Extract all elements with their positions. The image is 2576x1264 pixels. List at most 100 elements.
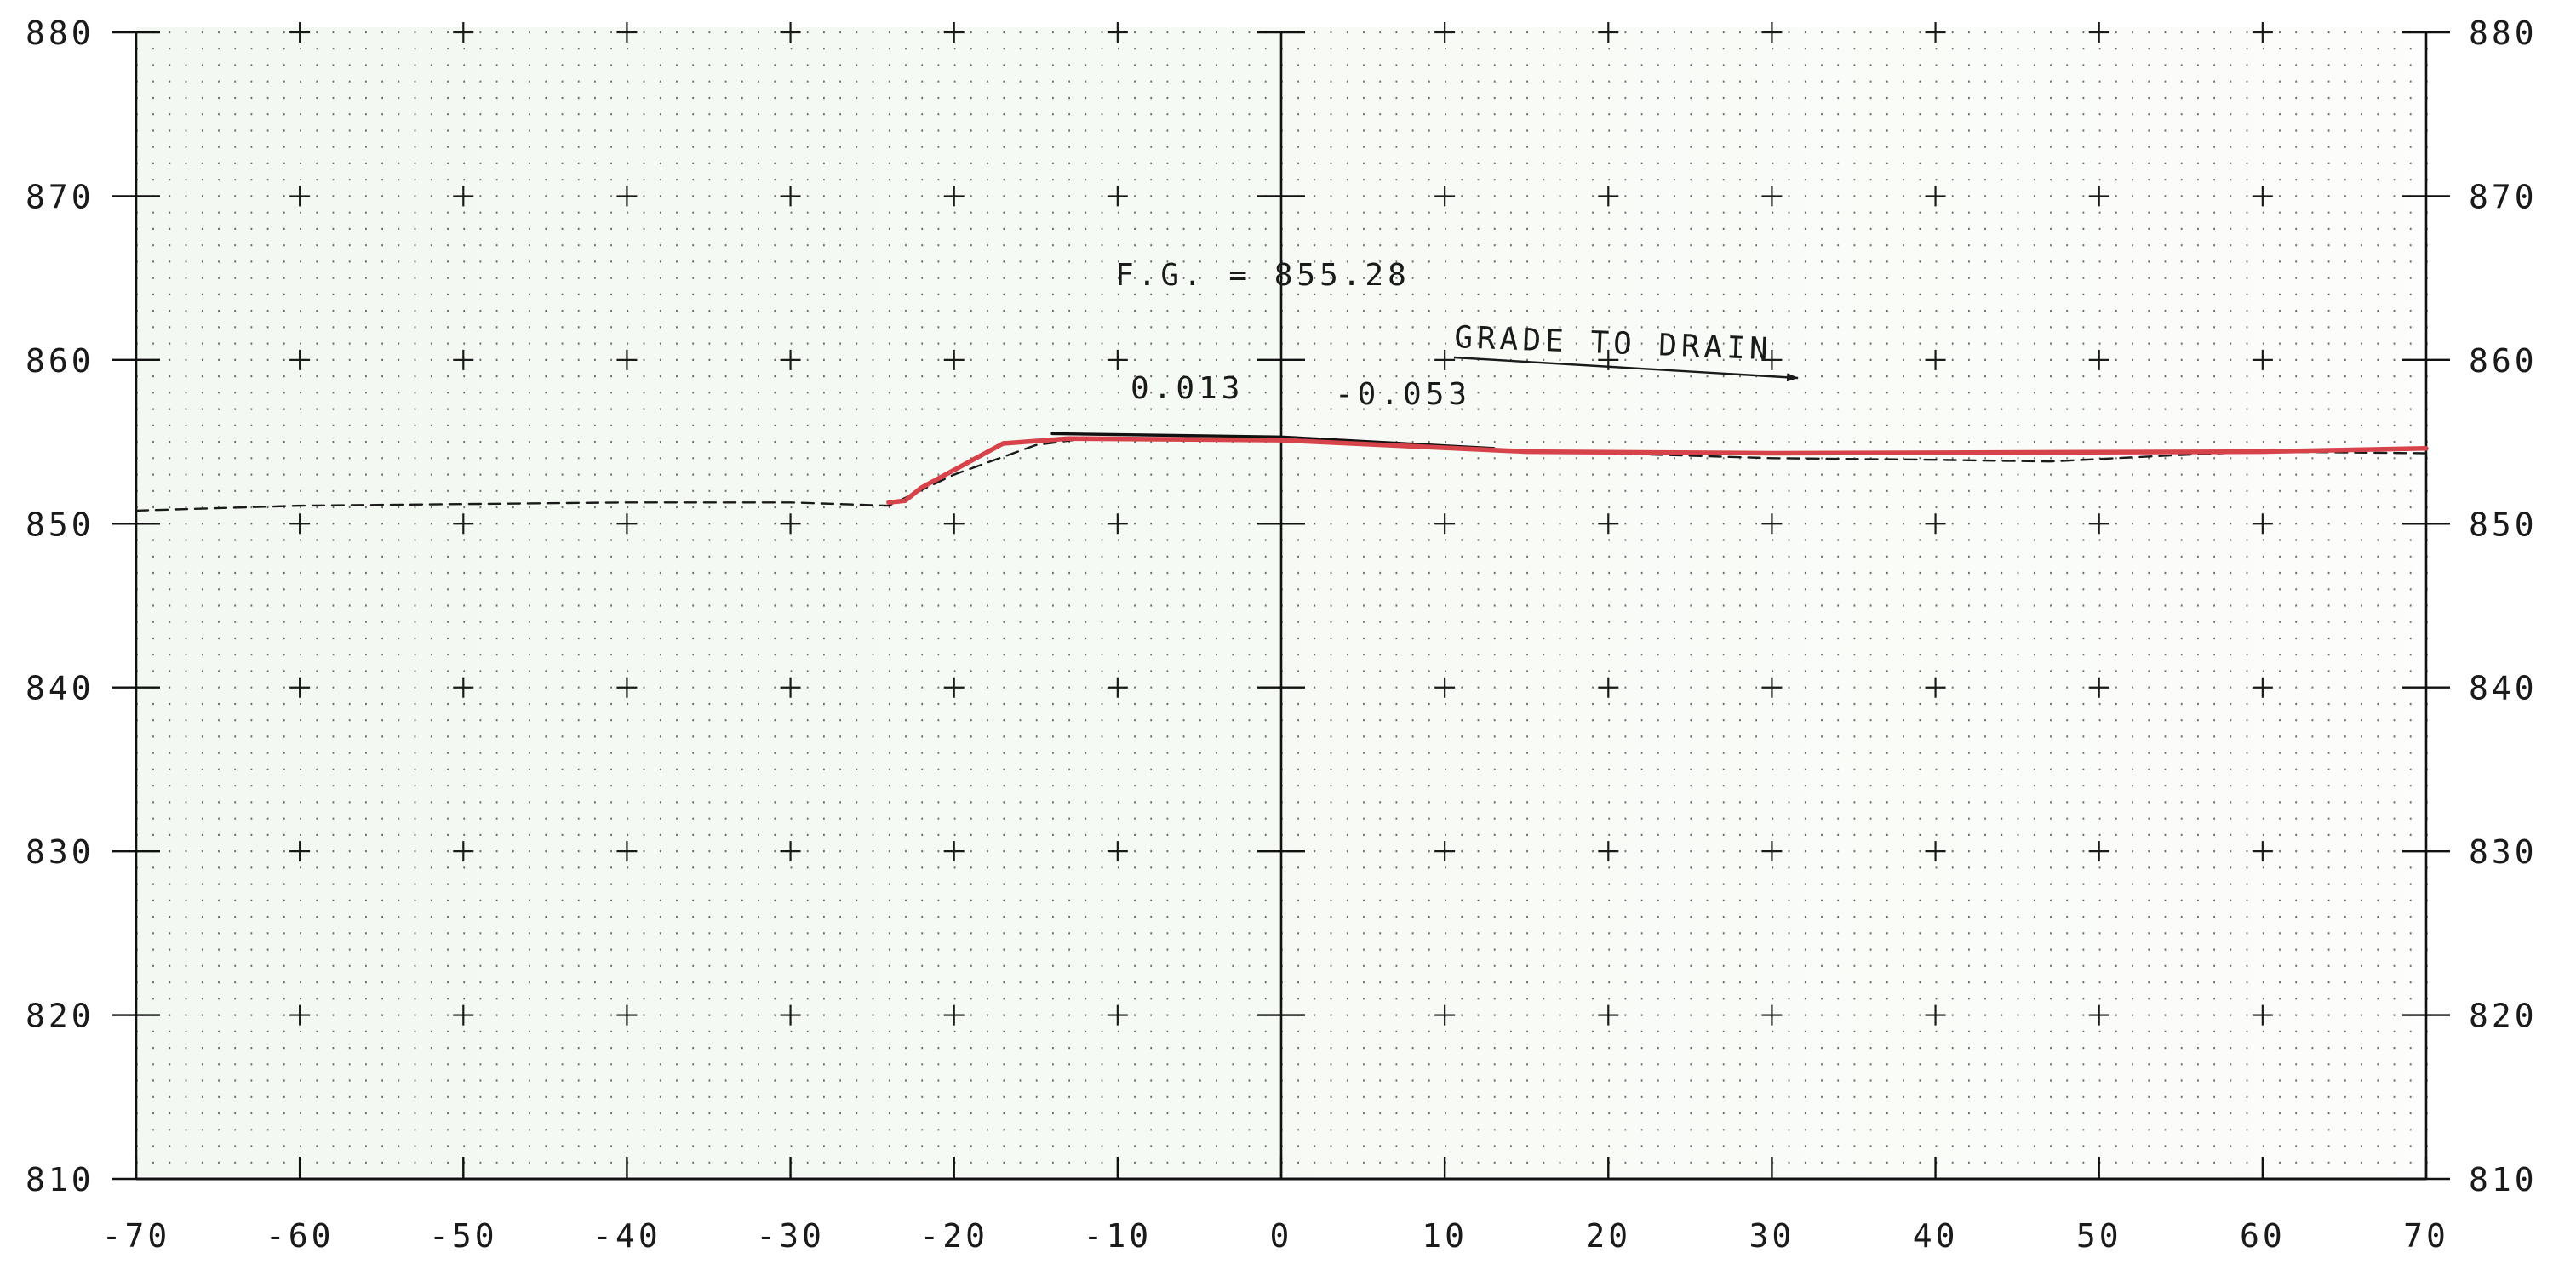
y-tick-label-right: 860 xyxy=(2469,342,2538,380)
grid-cross xyxy=(1107,677,1128,698)
y-tick-label-right: 870 xyxy=(2469,178,2538,215)
grid-cross xyxy=(943,841,965,862)
series-line-2 xyxy=(886,436,2429,506)
grid-cross xyxy=(2252,841,2273,862)
y-tick-label-left: 870 xyxy=(26,178,94,215)
y-tick-label-left: 840 xyxy=(26,670,94,707)
y-tick-label-left: 820 xyxy=(26,998,94,1035)
grid-cross xyxy=(289,513,311,535)
grid-cross xyxy=(943,677,965,698)
grid-cross xyxy=(1434,677,1456,698)
y-tick-label-right: 840 xyxy=(2469,670,2538,707)
grid-cross xyxy=(1598,22,1619,43)
x-tick-label: 0 xyxy=(1270,1217,1293,1255)
grid-cross xyxy=(2252,677,2273,698)
grid-cross xyxy=(616,186,638,207)
grid-cross xyxy=(943,513,965,535)
grid-cross xyxy=(616,677,638,698)
grid-cross xyxy=(2252,513,2273,535)
grid-cross xyxy=(453,513,474,535)
y-tick-label-left: 810 xyxy=(26,1161,94,1198)
y-tick-label-left: 880 xyxy=(26,14,94,52)
grid-cross xyxy=(2252,22,2273,43)
grid-cross xyxy=(1761,1004,1783,1026)
grid-cross xyxy=(1761,677,1783,698)
x-tick-label: -40 xyxy=(592,1217,661,1255)
finished-grade-label: F.G. = 855.28 xyxy=(1115,258,1411,293)
y-tick-label-right: 830 xyxy=(2469,833,2538,871)
grid-cross xyxy=(1598,677,1619,698)
grid-cross xyxy=(2252,186,2273,207)
x-tick-labels: -70 -60 -50 -40 -30 -20 -10 0 10 20 30 40 50 60 70 xyxy=(102,1217,2449,1255)
grid-cross xyxy=(1925,1004,1946,1026)
grid-cross xyxy=(453,349,474,370)
grid-cross xyxy=(780,1004,801,1026)
grid-cross xyxy=(1107,1004,1128,1026)
grid-cross xyxy=(943,1004,965,1026)
grid-cross xyxy=(780,677,801,698)
x-tick-label: -20 xyxy=(919,1217,988,1255)
x-tick-label: 20 xyxy=(1585,1217,1631,1255)
grid-cross xyxy=(1598,186,1619,207)
grid-cross xyxy=(1598,513,1619,535)
grid-cross xyxy=(1761,186,1783,207)
x-tick-label: 50 xyxy=(2076,1217,2122,1255)
grid-cross xyxy=(1598,1004,1619,1026)
grid-cross xyxy=(1434,841,1456,862)
y-tick-label-left: 850 xyxy=(26,506,94,543)
grid-cross xyxy=(616,841,638,862)
grid-cross xyxy=(943,186,965,207)
grid-cross xyxy=(616,22,638,43)
x-tick-label: -10 xyxy=(1084,1217,1153,1255)
grid-cross xyxy=(289,1004,311,1026)
grid-cross xyxy=(2088,841,2109,862)
grid-cross xyxy=(289,186,311,207)
grid-cross xyxy=(2088,22,2109,43)
grid-cross xyxy=(289,677,311,698)
y-tick-label-left: 830 xyxy=(26,833,94,871)
grid-cross xyxy=(1761,349,1783,370)
grid-cross xyxy=(2088,1004,2109,1026)
x-tick-label: 40 xyxy=(1913,1217,1959,1255)
grid-cross xyxy=(780,349,801,370)
grid-cross xyxy=(2252,1004,2273,1026)
x-tick-label: 30 xyxy=(1749,1217,1795,1255)
grid-cross xyxy=(2088,677,2109,698)
x-tick-label: -60 xyxy=(266,1217,335,1255)
grid-cross xyxy=(616,349,638,370)
y-tick-label-right: 820 xyxy=(2469,998,2538,1035)
grid-cross xyxy=(1925,22,1946,43)
grid-cross xyxy=(780,22,801,43)
grid-cross xyxy=(453,1004,474,1026)
x-tick-label: 70 xyxy=(2403,1217,2449,1255)
grid-crosses xyxy=(289,22,2273,1026)
grid-cross xyxy=(1434,22,1456,43)
grid-cross xyxy=(616,513,638,535)
grid-cross xyxy=(1761,22,1783,43)
grid-cross xyxy=(1761,841,1783,862)
grid-cross xyxy=(289,841,311,862)
x-tick-label: -30 xyxy=(756,1217,825,1255)
y-tick-label-right: 880 xyxy=(2469,14,2538,52)
grid-cross xyxy=(2088,349,2109,370)
y-tick-label-left: 860 xyxy=(26,342,94,380)
grid-cross xyxy=(616,1004,638,1026)
grid-cross xyxy=(780,841,801,862)
grid-cross xyxy=(1107,22,1128,43)
grid-cross xyxy=(1434,349,1456,370)
grid-cross xyxy=(453,677,474,698)
x-tick-label: 60 xyxy=(2240,1217,2286,1255)
grid-cross xyxy=(1434,513,1456,535)
grid-cross xyxy=(943,349,965,370)
grid-cross xyxy=(1761,513,1783,535)
grid-cross xyxy=(1107,349,1128,370)
axes xyxy=(112,31,2450,1181)
grid-cross xyxy=(453,841,474,862)
grid-cross xyxy=(2252,349,2273,370)
grid-cross xyxy=(289,22,311,43)
grid-cross xyxy=(1925,349,1946,370)
grid-cross xyxy=(1925,186,1946,207)
grid-cross xyxy=(1925,513,1946,535)
grid-cross xyxy=(1107,186,1128,207)
grid-cross xyxy=(1107,841,1128,862)
